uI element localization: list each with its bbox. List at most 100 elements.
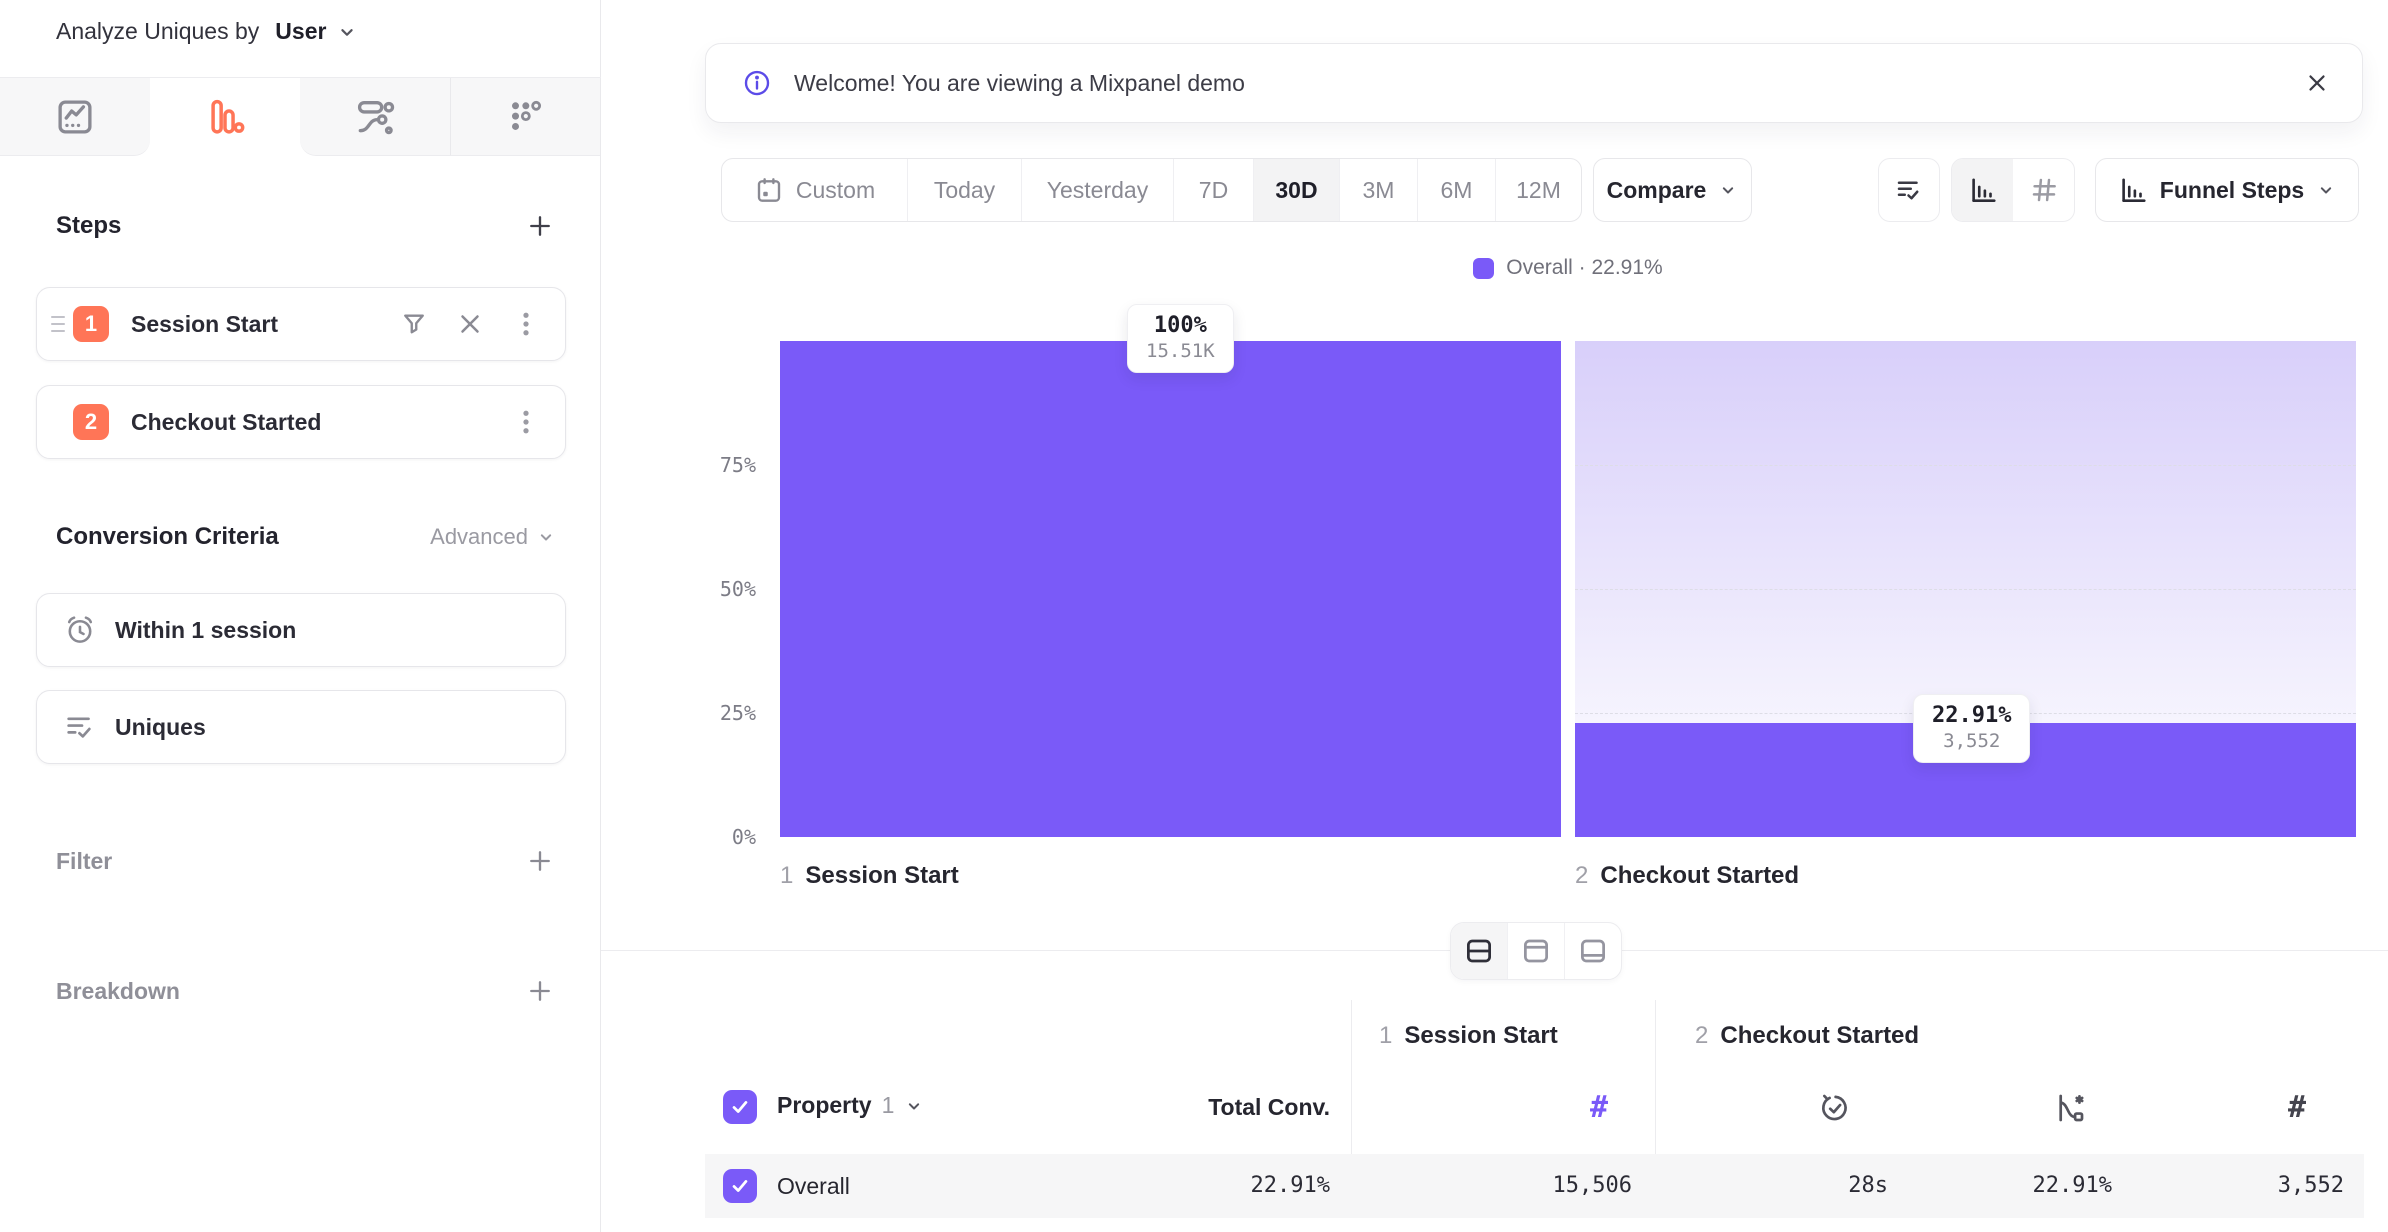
- step-name: Session Start: [805, 862, 959, 889]
- split-even-icon: [1467, 939, 1491, 963]
- chevron-down-icon: [540, 534, 552, 541]
- chevron-down-icon: [2321, 187, 2332, 194]
- step-name: Checkout Started: [1720, 1022, 1920, 1049]
- conversion-rate-chart-icon[interactable]: [2052, 1090, 2088, 1126]
- tab-insights[interactable]: [0, 78, 150, 156]
- row-checkbox[interactable]: [723, 1169, 757, 1203]
- check-icon: [732, 1101, 748, 1113]
- step-event-name[interactable]: Session Start: [131, 310, 278, 337]
- kebab-menu-icon[interactable]: [511, 309, 541, 339]
- hash-icon: [2032, 178, 2056, 202]
- add-filter-button[interactable]: [524, 845, 556, 877]
- analyze-header: Analyze Uniques by User: [56, 18, 358, 45]
- tab-flows[interactable]: [300, 78, 450, 156]
- chevron-down-icon[interactable]: [336, 21, 358, 43]
- date-range-30d[interactable]: 30D: [1254, 159, 1340, 221]
- plus-icon: [530, 851, 550, 871]
- gridline-50: [1575, 589, 2356, 590]
- kebab-menu-icon[interactable]: [511, 407, 541, 437]
- filter-funnel-icon[interactable]: [399, 309, 429, 339]
- step-name: Checkout Started: [1600, 862, 1800, 889]
- tab-retention[interactable]: [450, 78, 600, 156]
- date-range-today[interactable]: Today: [908, 159, 1022, 221]
- check-icon: [732, 1180, 748, 1192]
- date-range-6m[interactable]: 6M: [1418, 159, 1496, 221]
- x-axis-label-step-2: 2 Checkout Started: [1575, 862, 1799, 890]
- date-range-3m[interactable]: 3M: [1340, 159, 1418, 221]
- compare-button[interactable]: Compare: [1593, 158, 1752, 222]
- hash-icon-step2-count[interactable]: #: [2288, 1090, 2307, 1125]
- table-row-overall[interactable]: Overall 22.91% 15,506 28s 22.91% 3,552: [705, 1154, 2364, 1218]
- date-range-label: Yesterday: [1046, 176, 1149, 203]
- step-event-name[interactable]: Checkout Started: [131, 408, 322, 435]
- advanced-label: Advanced: [430, 524, 528, 549]
- funnel-bar-step-1[interactable]: [780, 341, 1561, 837]
- funnel-chart-icon: [2122, 178, 2146, 202]
- counting-method-card[interactable]: Uniques: [36, 690, 566, 764]
- funnel-chart-icon: [1971, 178, 1996, 202]
- counting-method-value[interactable]: Uniques: [115, 713, 206, 740]
- close-icon[interactable]: [2304, 70, 2330, 96]
- plus-icon: [530, 216, 550, 236]
- funnels-icon: [211, 99, 245, 134]
- table-view-toggle[interactable]: [1565, 923, 1621, 979]
- step-number-badge: 2: [73, 404, 109, 440]
- date-range-label: 30D: [1275, 176, 1318, 203]
- tooltip-percent: 22.91%: [1932, 703, 2012, 728]
- legend-label: Overall · 22.91%: [1506, 256, 1663, 279]
- metric-uniques-button[interactable]: [1878, 158, 1940, 222]
- split-top-icon: [1524, 939, 1548, 963]
- gridline-75: [1575, 465, 2356, 466]
- y-axis-tick: 0%: [731, 825, 756, 849]
- add-breakdown-button[interactable]: [524, 975, 556, 1007]
- hash-icon-step1-count[interactable]: #: [1590, 1090, 1609, 1125]
- select-all-checkbox[interactable]: [723, 1090, 757, 1124]
- conversion-criteria-header: Conversion Criteria Advanced: [56, 523, 556, 551]
- tab-funnels[interactable]: [150, 78, 300, 156]
- retention-icon: [511, 100, 541, 130]
- row-conv-rate: 22.91%: [2032, 1173, 2112, 1198]
- date-range-yesterday[interactable]: Yesterday: [1022, 159, 1174, 221]
- time-to-convert-icon[interactable]: [1817, 1090, 1853, 1126]
- step-card-1[interactable]: 1 Session Start: [36, 287, 566, 361]
- percent-view-toggle[interactable]: [1952, 159, 2013, 221]
- compare-label: Compare: [1606, 176, 1707, 203]
- breakdown-section-header: Breakdown: [56, 975, 556, 1007]
- property-dropdown[interactable]: Property 1: [777, 1092, 924, 1119]
- conversion-window-value[interactable]: Within 1 session: [115, 616, 297, 643]
- date-range-label: Custom: [795, 176, 876, 203]
- date-range-12m[interactable]: 12M: [1496, 159, 1581, 221]
- conversion-window-card[interactable]: Within 1 session: [36, 593, 566, 667]
- split-view-toggle[interactable]: [1451, 923, 1508, 979]
- chevron-down-icon: [909, 1102, 920, 1109]
- step-number: 2: [1575, 862, 1589, 889]
- date-range-label: 12M: [1516, 176, 1561, 203]
- tooltip-percent: 100%: [1153, 313, 1207, 338]
- table-column-divider: [1655, 1000, 1656, 1218]
- step-card-2[interactable]: 2 Checkout Started: [36, 385, 566, 459]
- number-view-toggle[interactable]: [2013, 159, 2074, 221]
- row-step1-count: 15,506: [1552, 1173, 1632, 1198]
- remove-step-icon[interactable]: [455, 309, 485, 339]
- chart-view-toggle[interactable]: [1508, 923, 1565, 979]
- advanced-dropdown[interactable]: Advanced: [430, 524, 556, 550]
- drag-handle-icon[interactable]: [51, 316, 65, 332]
- add-step-button[interactable]: [524, 210, 556, 242]
- y-axis-tick: 25%: [719, 701, 756, 725]
- date-range-7d[interactable]: 7D: [1174, 159, 1254, 221]
- property-index: 1: [881, 1092, 895, 1118]
- total-conv-header[interactable]: Total Conv.: [1208, 1094, 1330, 1120]
- legend-overall[interactable]: Overall · 22.91%: [780, 256, 2356, 280]
- date-range-label: 7D: [1198, 176, 1229, 203]
- analyze-value-dropdown[interactable]: User: [275, 18, 327, 44]
- chart-type-selector[interactable]: Funnel Steps: [2095, 158, 2359, 222]
- report-type-tabbar: [0, 77, 601, 156]
- date-range-custom[interactable]: Custom: [722, 159, 908, 221]
- date-range-label: Today: [933, 176, 996, 203]
- filter-section-header: Filter: [56, 845, 556, 877]
- filter-title: Filter: [56, 847, 113, 874]
- step-number-badge: 1: [73, 306, 109, 342]
- steps-section-header: Steps: [56, 210, 556, 242]
- uniques-list-check-icon: [1897, 181, 1919, 200]
